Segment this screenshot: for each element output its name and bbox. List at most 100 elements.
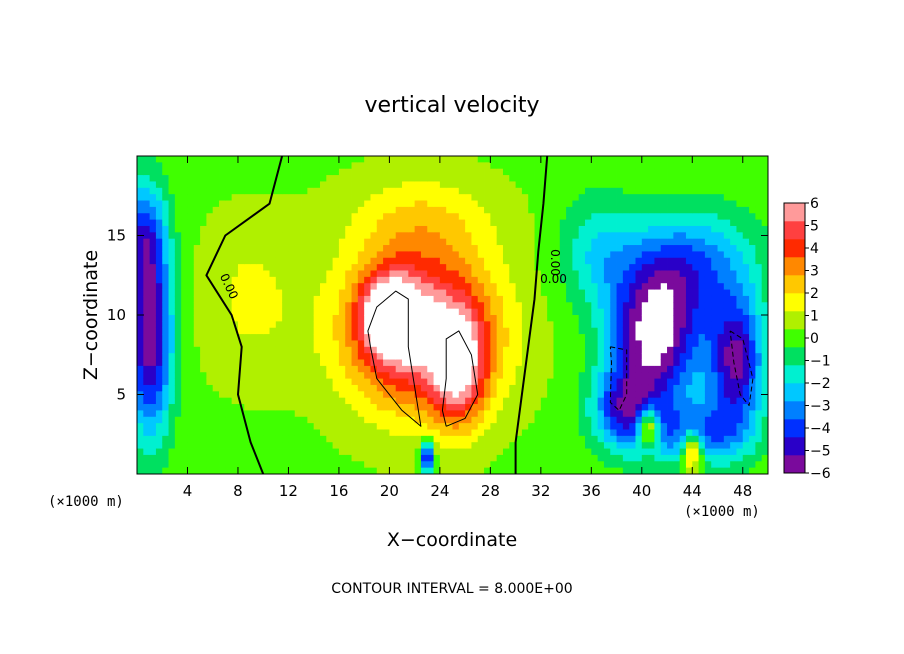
field-cell bbox=[181, 302, 188, 310]
field-cell bbox=[168, 251, 176, 259]
field-cell bbox=[370, 175, 378, 182]
field-cell bbox=[711, 461, 718, 469]
field-cell bbox=[200, 454, 207, 462]
field-cell bbox=[654, 308, 662, 316]
field-cell bbox=[237, 276, 245, 284]
field-cell bbox=[553, 156, 561, 163]
field-cell bbox=[597, 187, 605, 195]
field-cell bbox=[206, 289, 214, 297]
field-cell bbox=[698, 416, 706, 424]
field-cell bbox=[578, 404, 586, 411]
field-cell bbox=[389, 410, 397, 418]
field-cell bbox=[345, 200, 352, 208]
field-cell bbox=[736, 283, 744, 290]
field-cell bbox=[389, 397, 397, 405]
field-cell bbox=[477, 289, 485, 297]
field-cell bbox=[484, 429, 491, 437]
field-cell bbox=[578, 187, 586, 195]
field-cell bbox=[679, 353, 687, 360]
field-cell bbox=[383, 232, 390, 240]
field-cell bbox=[540, 346, 548, 354]
field-cell bbox=[502, 384, 510, 392]
field-cell bbox=[408, 257, 416, 265]
field-cell bbox=[307, 213, 315, 220]
field-cell bbox=[187, 340, 195, 348]
field-cell bbox=[540, 353, 548, 360]
field-cell bbox=[635, 213, 643, 220]
field-cell bbox=[692, 251, 699, 259]
field-cell bbox=[313, 187, 321, 195]
field-cell bbox=[212, 378, 220, 386]
field-cell bbox=[446, 372, 453, 379]
field-cell bbox=[275, 295, 283, 303]
field-cell bbox=[648, 384, 655, 392]
field-cell bbox=[237, 264, 245, 271]
field-cell bbox=[730, 187, 737, 195]
field-cell bbox=[256, 384, 264, 392]
field-cell bbox=[225, 372, 233, 379]
field-cell bbox=[635, 181, 643, 189]
field-cell bbox=[420, 442, 428, 449]
field-cell bbox=[162, 429, 169, 437]
field-cell bbox=[477, 404, 485, 411]
field-cell bbox=[155, 187, 163, 195]
field-cell bbox=[591, 435, 599, 443]
field-cell bbox=[149, 435, 157, 443]
field-cell bbox=[294, 308, 302, 316]
field-cell bbox=[231, 264, 239, 271]
field-cell bbox=[137, 257, 144, 265]
field-cell bbox=[395, 346, 403, 354]
field-cell bbox=[446, 467, 453, 475]
field-cell bbox=[376, 308, 384, 316]
field-cell bbox=[294, 346, 302, 354]
field-cell bbox=[427, 270, 434, 278]
field-cell bbox=[269, 404, 277, 411]
field-cell bbox=[181, 340, 188, 348]
field-cell bbox=[622, 187, 630, 195]
field-cell bbox=[383, 391, 390, 399]
field-cell bbox=[402, 384, 409, 392]
field-cell bbox=[566, 283, 573, 290]
field-cell bbox=[521, 276, 529, 284]
field-cell bbox=[648, 264, 655, 271]
field-cell bbox=[635, 194, 643, 201]
field-cell bbox=[685, 327, 693, 335]
field-cell bbox=[332, 423, 340, 430]
field-cell bbox=[326, 302, 334, 310]
field-cell bbox=[155, 410, 163, 418]
field-cell bbox=[439, 245, 447, 252]
field-cell bbox=[648, 168, 655, 176]
field-cell bbox=[168, 219, 176, 227]
field-cell bbox=[351, 308, 359, 316]
field-cell bbox=[667, 442, 674, 449]
field-cell bbox=[446, 270, 453, 278]
field-cell bbox=[155, 245, 163, 252]
field-cell bbox=[187, 461, 195, 469]
field-cell bbox=[755, 175, 763, 182]
field-cell bbox=[755, 238, 763, 246]
field-cell bbox=[458, 359, 466, 367]
field-cell bbox=[319, 175, 327, 182]
field-cell bbox=[591, 416, 599, 424]
field-cell bbox=[509, 404, 516, 411]
field-cell bbox=[395, 232, 403, 240]
field-cell bbox=[553, 315, 561, 322]
field-cell bbox=[212, 442, 220, 449]
field-cell bbox=[622, 257, 630, 265]
field-cell bbox=[585, 416, 592, 424]
field-cell bbox=[496, 404, 504, 411]
field-cell bbox=[572, 289, 580, 297]
field-cell bbox=[269, 245, 277, 252]
field-cell bbox=[301, 187, 308, 195]
field-cell bbox=[692, 410, 699, 418]
field-cell bbox=[364, 397, 371, 405]
field-cell bbox=[269, 378, 277, 386]
field-cell bbox=[231, 334, 239, 341]
field-cell bbox=[660, 467, 668, 475]
field-cell bbox=[174, 194, 182, 201]
field-cell bbox=[736, 454, 744, 462]
field-cell bbox=[256, 302, 264, 310]
field-cell bbox=[200, 435, 207, 443]
field-cell bbox=[338, 467, 346, 475]
field-cell bbox=[408, 454, 416, 462]
